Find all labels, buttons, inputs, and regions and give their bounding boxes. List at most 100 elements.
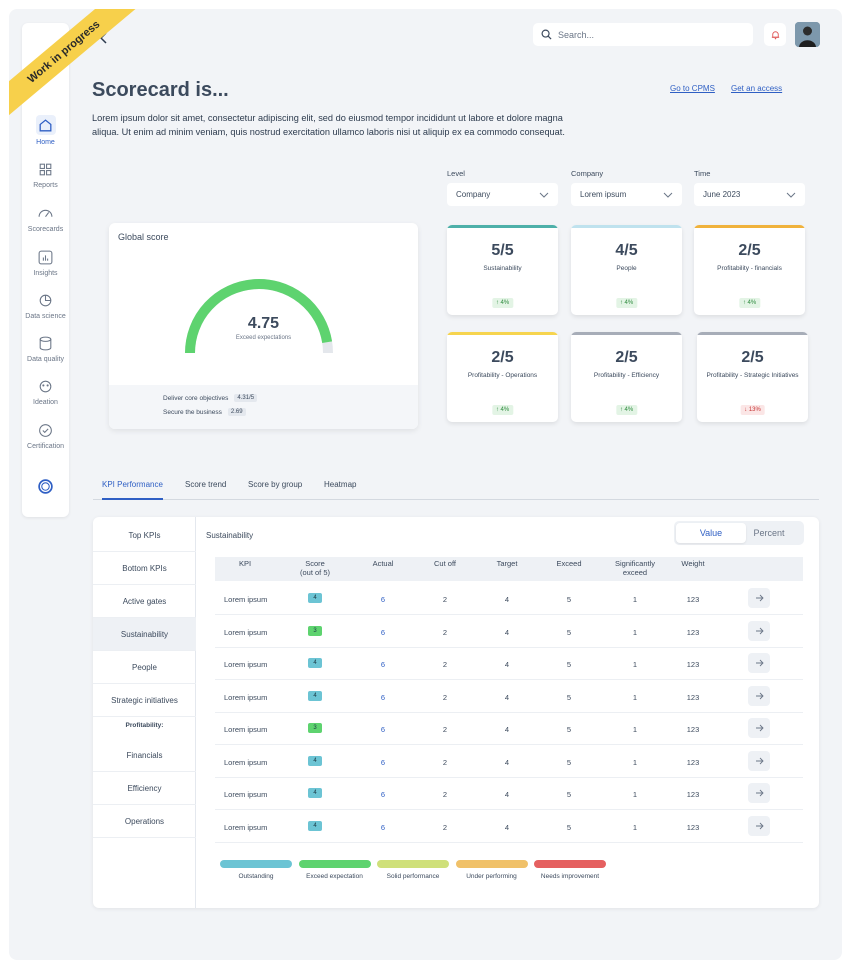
page-description: Lorem ipsum dolor sit amet, consectetur … [92, 113, 565, 137]
score-badge: 4 [308, 755, 322, 766]
level-select[interactable]: Company [447, 183, 558, 206]
gauge-fill [185, 279, 333, 354]
cell-sig: 1 [632, 725, 638, 734]
nav-item-active-gates[interactable]: Active gates [93, 585, 196, 618]
home-icon [39, 118, 52, 131]
card-score: 4/5 [615, 242, 638, 259]
card-score: 2/5 [615, 349, 638, 366]
cell-sig: 1 [632, 790, 638, 799]
row-details-button[interactable] [748, 588, 770, 608]
tab-bar: KPI Performance Score trend Score by gro… [93, 476, 819, 500]
breakdown-row: Deliver core objectives 4.31/5 [163, 394, 258, 402]
legend-swatch [377, 860, 449, 868]
tab-kpi-performance[interactable]: KPI Performance [102, 480, 163, 500]
cell-target: 4 [504, 822, 510, 832]
table-row: Lorem ipsum 4 6 2 4 5 1 123 [215, 778, 803, 810]
avatar[interactable] [795, 22, 820, 47]
nav-item-profitability: Profitability: [125, 721, 164, 729]
table-row: Lorem ipsum 4 6 2 4 5 1 123 [215, 811, 803, 843]
sidebar-item-home[interactable]: Home [22, 115, 69, 146]
sidebar-logo[interactable] [22, 478, 69, 495]
cell-actual: 6 [380, 757, 386, 767]
sidebar-item-reports[interactable]: Reports [22, 161, 69, 189]
row-details-button[interactable] [748, 718, 770, 738]
cell-exceed: 5 [566, 822, 572, 832]
grid-icon [39, 163, 52, 176]
speedometer-icon [38, 209, 53, 218]
time-select[interactable]: June 2023 [694, 183, 805, 206]
score-card[interactable]: 2/5 Profitability - Operations ↑ 4% [447, 332, 558, 422]
cell-target: 4 [504, 790, 510, 799]
cell-exceed: 5 [566, 790, 572, 799]
score-card[interactable]: 2/5 Profitability - financials ↑ 4% [694, 225, 805, 315]
table-header: KPI Score (out of 5) Actual Cut off Target Ex… [215, 557, 803, 581]
sidebar-item-data-science[interactable]: Data science [22, 292, 69, 320]
search-input[interactable] [558, 29, 738, 40]
breakdown-label: Deliver core objectives [163, 394, 229, 402]
row-details-button[interactable] [748, 783, 770, 803]
column-header: Actual [372, 559, 394, 568]
cell-actual: 6 [380, 725, 386, 734]
sidebar-item-certification[interactable]: Certification [22, 422, 69, 450]
sidebar-item-insights[interactable]: Insights [22, 249, 69, 277]
nav-item-bottom-kpis[interactable]: Bottom KPIs [93, 552, 196, 585]
select-value: June 2023 [703, 190, 741, 199]
cell-sig: 1 [632, 692, 638, 702]
nav-item-top-kpis[interactable]: Top KPIs [93, 519, 196, 552]
filter-label: Level [447, 169, 465, 178]
table-row: Lorem ipsum 4 6 2 4 5 1 123 [215, 681, 803, 713]
table-row: Lorem ipsum 4 6 2 4 5 1 123 [215, 746, 803, 778]
tab-heatmap[interactable]: Heatmap [324, 480, 357, 489]
tab-score-trend[interactable]: Score trend [185, 480, 227, 489]
page-title: Scorecard is... [92, 79, 229, 101]
row-details-button[interactable] [748, 750, 770, 771]
sidebar-item-ideation[interactable]: Ideation [22, 378, 69, 406]
arrow-right-icon [755, 659, 764, 667]
row-details-button[interactable] [748, 685, 770, 706]
nav-item-operations[interactable]: Operations [93, 805, 196, 838]
sidebar-item-scorecards[interactable]: Scorecards [22, 205, 69, 233]
cell-kpi: Lorem ipsum [224, 627, 268, 637]
breakdown-row: Secure the business 2.69 [163, 408, 246, 416]
nav-item-strategic-initiatives[interactable]: Strategic initiatives [93, 684, 196, 717]
nav-item-people[interactable]: People [93, 651, 196, 684]
circle-logo-icon [38, 479, 53, 494]
table-row: Lorem ipsum 4 6 2 4 5 1 123 [215, 583, 803, 615]
card-score: 2/5 [491, 349, 514, 366]
breakdown-value: 4.31/5 [234, 394, 258, 402]
nav-item-financials[interactable]: Financials [93, 739, 196, 772]
global-score-title: Global score [118, 232, 169, 242]
score-card[interactable]: 2/5 Profitability - Strategic Initiatives… [697, 332, 808, 422]
notifications-button[interactable] [764, 23, 786, 46]
score-badge: 4 [308, 820, 322, 831]
cell-weight: 123 [686, 627, 700, 637]
nav-item-sustainability[interactable]: Sustainability [93, 618, 196, 651]
percent-option[interactable]: Percent [753, 528, 785, 538]
legend-item: Needs improvement [534, 860, 606, 880]
score-card[interactable]: 2/5 Profitability - Efficiency ↑ 4% [571, 332, 682, 422]
company-select[interactable]: Lorem ipsum [571, 183, 682, 206]
filter-company: Company Lorem ipsum [571, 169, 682, 206]
sidebar: Home Reports Scorecards Insights Data sc… [22, 23, 69, 517]
cell-exceed: 5 [566, 660, 572, 669]
cell-weight: 123 [686, 822, 700, 832]
row-details-button[interactable] [748, 620, 770, 641]
row-details-button[interactable] [748, 815, 770, 836]
user-avatar-icon [795, 22, 820, 47]
score-card[interactable]: 5/5 Sustainability ↑ 4% [447, 225, 558, 315]
row-details-button[interactable] [748, 653, 770, 673]
tab-score-by-group[interactable]: Score by group [248, 480, 303, 489]
go-to-cpms-link[interactable]: Go to CPMS [670, 84, 715, 93]
card-label: Profitability - financials [717, 265, 782, 272]
card-trend-badge: ↑ 4% [738, 298, 761, 308]
score-card[interactable]: 4/5 People ↑ 4% [571, 225, 682, 315]
nav-item-efficiency[interactable]: Efficiency [93, 772, 196, 805]
sidebar-item-data-quality[interactable]: Data quality [22, 335, 69, 363]
cell-actual: 6 [380, 692, 386, 702]
search-box[interactable] [533, 23, 753, 46]
score-badge: 4 [308, 788, 322, 798]
cell-actual: 6 [380, 627, 386, 637]
select-value: Lorem ipsum [580, 190, 627, 199]
value-option[interactable]: Value [676, 523, 746, 543]
get-access-link[interactable]: Get an access [731, 84, 783, 93]
